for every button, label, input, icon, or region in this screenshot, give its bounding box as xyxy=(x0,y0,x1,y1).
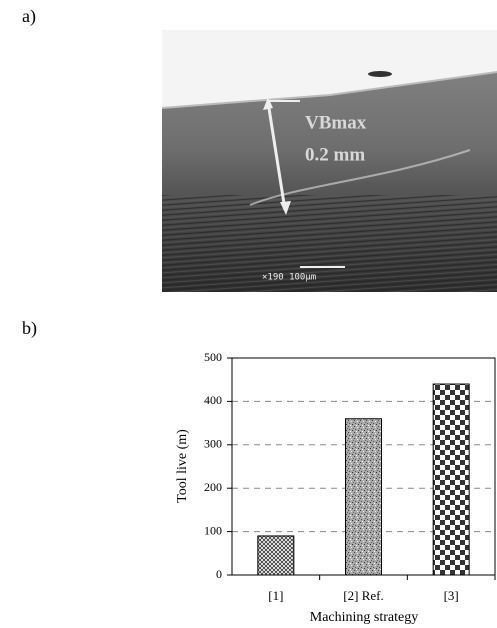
y-tick-label: 500 xyxy=(204,350,222,364)
x-axis-title: Machining strategy xyxy=(310,610,418,625)
y-tick-label: 400 xyxy=(204,393,222,407)
bar xyxy=(346,419,382,575)
image-measurement: 0.2 mm xyxy=(305,144,365,165)
y-tick-label: 100 xyxy=(204,523,222,537)
panel-label: a) xyxy=(22,6,36,27)
x-tick-label: [3] xyxy=(444,588,459,603)
x-tick-label: [1] xyxy=(268,588,283,603)
figure: a) b) VBmax 0.2 mm ×190 100μm 0 100 200 300… xyxy=(0,0,497,628)
scale-bar: ×190 100μm xyxy=(262,273,316,283)
y-tick-label: 0 xyxy=(216,567,222,581)
panel-label: b) xyxy=(22,318,37,339)
image-annotation: VBmax xyxy=(305,112,367,133)
y-tick-label: 300 xyxy=(204,437,222,451)
y-axis-title: Tool live (m) xyxy=(175,429,190,503)
x-tick-label: [2] Ref. xyxy=(343,588,383,603)
bar xyxy=(433,384,469,575)
bar xyxy=(258,536,294,575)
sem-image: VBmax 0.2 mm ×190 100μm xyxy=(162,30,497,292)
bar-chart: 0 100 200 300 400 500 [1] [2] Ref. [3] xyxy=(204,350,495,603)
y-tick-label: 200 xyxy=(204,480,222,494)
